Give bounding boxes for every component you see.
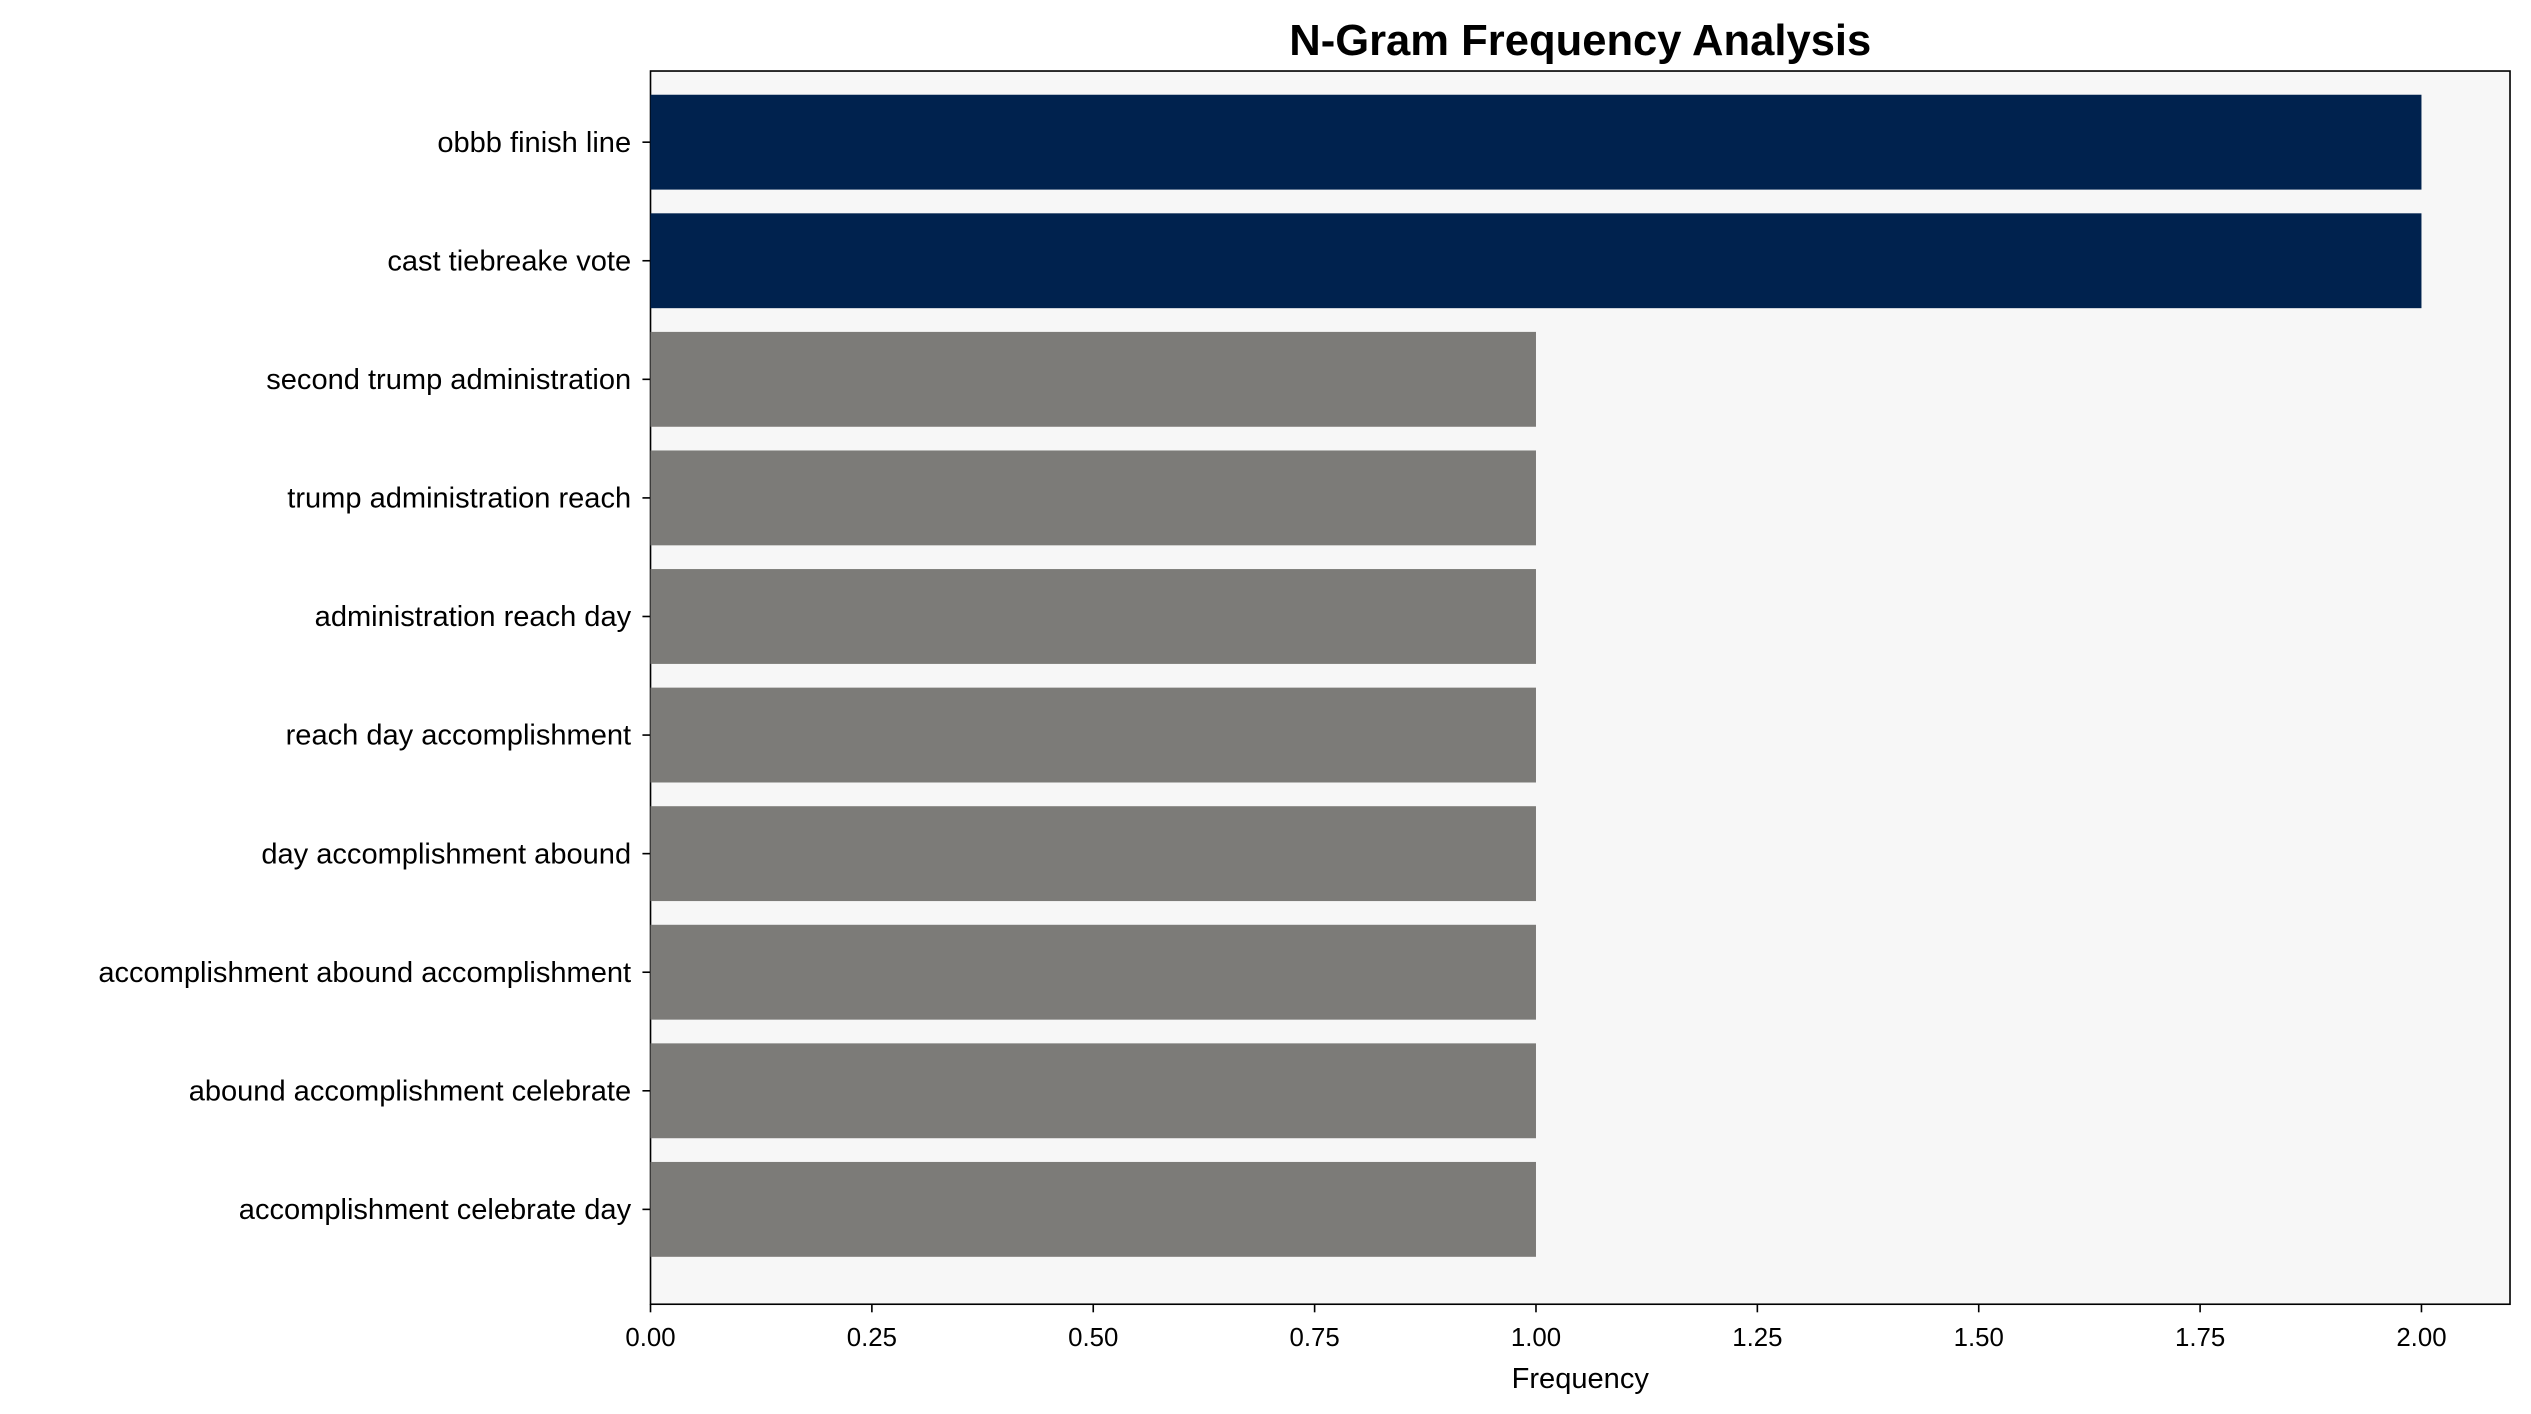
bar (650, 94, 2422, 190)
y-tick-label: accomplishment celebrate day (239, 1194, 632, 1226)
bar (650, 806, 1536, 902)
x-tick-label: 1.00 (1511, 1324, 1561, 1352)
y-tick-label: obbb finish line (437, 127, 631, 159)
y-tick-label: abound accomplishment celebrate (189, 1075, 631, 1107)
chart-title: N-Gram Frequency Analysis (1289, 17, 1871, 65)
bar (650, 331, 1536, 427)
x-tick-label: 2.00 (2396, 1324, 2446, 1352)
y-tick-label: trump administration reach (287, 483, 631, 515)
y-tick-label: administration reach day (315, 601, 632, 633)
x-tick-label: 1.25 (1732, 1324, 1782, 1352)
x-tick-label: 1.50 (1954, 1324, 2004, 1352)
y-tick-label: accomplishment abound accomplishment (98, 957, 631, 989)
x-tick-label: 0.75 (1289, 1324, 1339, 1352)
bar (650, 924, 1536, 1020)
y-tick-label: cast tiebreake vote (387, 245, 631, 277)
bar (650, 1161, 1536, 1257)
bar (650, 213, 2422, 309)
y-tick-label: reach day accomplishment (286, 720, 632, 752)
y-tick-label: day accomplishment abound (261, 838, 631, 870)
x-tick-label: 1.75 (2175, 1324, 2225, 1352)
x-tick-label: 0.25 (847, 1324, 897, 1352)
x-axis-label: Frequency (1512, 1363, 1650, 1395)
bar (650, 569, 1536, 664)
bar (650, 687, 1536, 783)
bar (650, 450, 1536, 546)
x-tick-label: 0.00 (625, 1324, 675, 1352)
y-tick-label: second trump administration (266, 364, 631, 396)
bar (650, 1043, 1536, 1139)
x-tick-label: 0.50 (1068, 1324, 1118, 1352)
